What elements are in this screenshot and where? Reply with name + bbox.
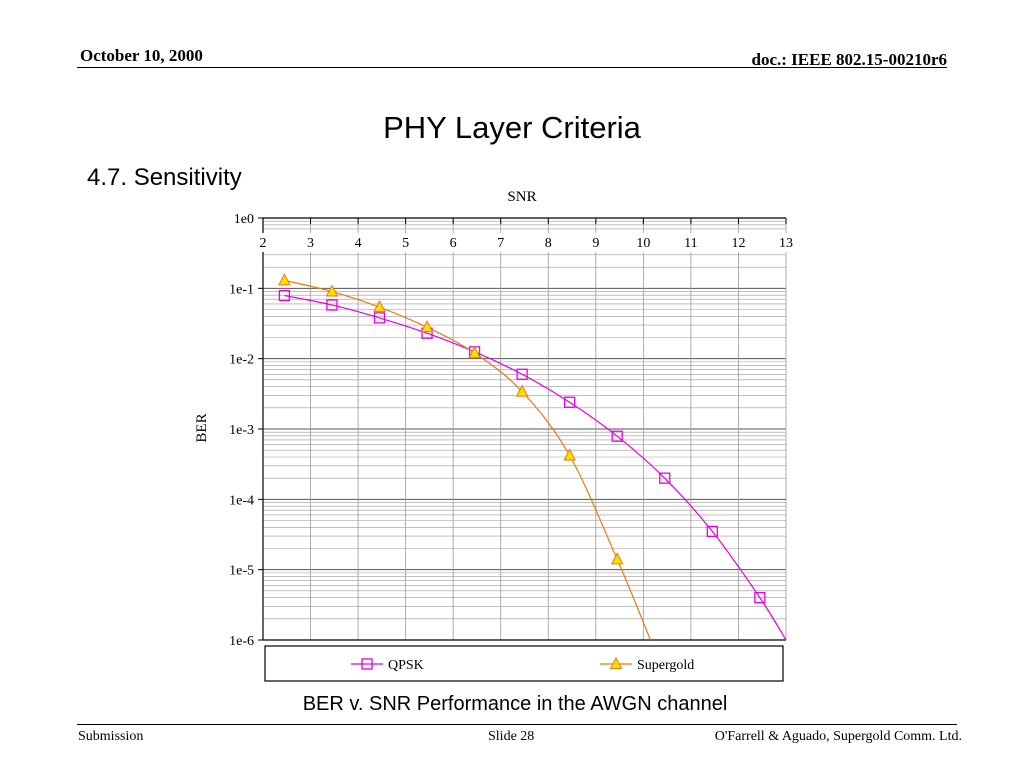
data-point-supergold — [420, 320, 434, 333]
x-tick-label: 2 — [260, 236, 267, 251]
x-tick-label: 4 — [355, 236, 362, 251]
legend-marker-supergold — [609, 656, 623, 669]
data-point-qpsk — [659, 472, 671, 484]
y-tick-label: 1e-2 — [229, 353, 254, 368]
series-line-supergold — [284, 279, 652, 641]
data-point-qpsk — [754, 592, 766, 604]
y-tick-label: 1e0 — [234, 212, 254, 227]
header-divider — [77, 67, 947, 68]
footer-authors: O'Farrell & Aguado, Supergold Comm. Ltd. — [714, 729, 962, 744]
footer-submission: Submission — [78, 729, 144, 744]
data-point-supergold — [610, 552, 624, 565]
legend: QPSK Supergold — [264, 645, 784, 682]
header-doc-id: doc.: IEEE 802.15-00210r6 — [751, 50, 948, 69]
x-tick-label-band — [257, 233, 792, 252]
data-point-qpsk — [373, 312, 386, 324]
footer-divider — [77, 724, 957, 725]
chart-caption: BER v. SNR Performance in the AWGN chann… — [302, 693, 728, 715]
x-tick-label: 3 — [307, 236, 314, 251]
x-tick-label: 12 — [731, 236, 745, 251]
x-tick-label: 13 — [779, 236, 793, 251]
y-tick-label: 1e-5 — [229, 564, 254, 579]
series-layer — [278, 273, 787, 641]
data-point-supergold — [563, 448, 576, 461]
x-tick-label: 8 — [545, 236, 552, 251]
data-point-qpsk — [611, 430, 623, 442]
data-point-qpsk — [326, 299, 338, 311]
legend-box — [264, 645, 784, 682]
x-tick-label: 9 — [592, 236, 599, 251]
x-tick-label: 11 — [684, 236, 697, 251]
y-tick-label: 1e-1 — [229, 282, 254, 297]
x-tick-label: 5 — [402, 236, 409, 251]
data-point-supergold — [468, 346, 481, 359]
slide-subtitle: 4.7. Sensitivity — [87, 164, 242, 191]
legend-label-qpsk: QPSK — [388, 658, 424, 673]
data-point-qpsk — [278, 289, 291, 302]
data-point-supergold — [373, 300, 386, 313]
data-point-supergold — [325, 284, 339, 297]
y-axis-label: BER — [194, 413, 210, 442]
series-line-qpsk — [284, 294, 787, 641]
data-point-qpsk — [706, 525, 718, 538]
y-tick-label: 1e-6 — [229, 634, 254, 649]
x-tick-label: 10 — [636, 236, 650, 251]
data-point-qpsk — [516, 368, 528, 380]
chart-axes: 2 3 4 5 6 7 8 9 10 11 12 13 1e0 1e-1 1e-2 1e-3 1e-4 1e-5 1… — [229, 212, 793, 649]
footer-slide-number: Slide 28 — [488, 729, 535, 744]
y-tick-label: 1e-4 — [229, 493, 254, 508]
data-point-supergold — [515, 384, 529, 397]
legend-label-supergold: Supergold — [637, 658, 694, 673]
legend-marker-qpsk — [361, 658, 373, 670]
y-tick-label: 1e-3 — [229, 423, 254, 438]
x-tick-label: 7 — [497, 236, 504, 251]
data-point-supergold — [278, 273, 291, 286]
header-date: October 10, 2000 — [80, 46, 203, 65]
minor-gridlines — [263, 220, 786, 620]
x-axis-label: SNR — [507, 189, 536, 205]
data-point-qpsk — [564, 396, 576, 408]
slide-title: PHY Layer Criteria — [383, 110, 641, 145]
x-tick-label: 6 — [450, 236, 457, 251]
